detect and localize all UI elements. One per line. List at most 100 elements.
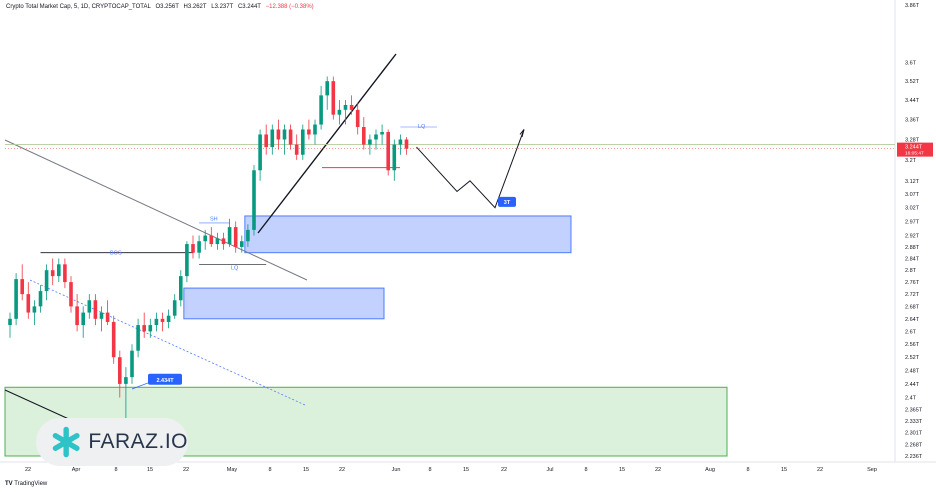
chart-header: Crypto Total Market Cap, 5, 1D, CRYPTOCA… (6, 4, 317, 10)
y-tick-label: 2.44T (905, 382, 920, 388)
y-tick-label: 2.72T (905, 292, 920, 298)
y-tick-label: 2.333T (905, 419, 923, 425)
y-tick-label: 3.6T (905, 61, 917, 67)
y-tick-label: 2.365T (905, 408, 923, 414)
candle-body (301, 129, 305, 155)
y-tick-label: 2.64T (905, 317, 920, 323)
candle-body (349, 104, 354, 110)
candle-body (343, 104, 348, 110)
candle-body (337, 109, 342, 115)
candle-body (38, 291, 43, 307)
candle-body (44, 270, 49, 292)
x-tick-label: May (227, 467, 238, 473)
candle-body (26, 294, 31, 313)
candle-body (124, 377, 128, 384)
candle-body (111, 321, 116, 358)
candle-body (392, 144, 397, 171)
candle-body (294, 144, 299, 155)
candle-body (374, 134, 378, 140)
trendline-down (4, 139, 308, 281)
bos-label: BOS (110, 251, 122, 257)
y-tick-label: 2.84T (905, 256, 920, 262)
candle-body (197, 241, 201, 253)
y-tick-label: 3.07T (905, 192, 920, 198)
candle-body (258, 134, 262, 171)
candle-body (203, 235, 207, 242)
x-tick-label: 15 (303, 467, 309, 473)
price-tag-countdown: 16:05:47 (905, 151, 924, 157)
y-tick-label: 3.2T (905, 158, 917, 164)
x-tick-label: 8 (746, 467, 749, 473)
y-tick-label: 2.88T (905, 245, 920, 251)
y-tick-label: 3.52T (905, 79, 920, 85)
candle-body (148, 325, 153, 332)
candle-body (105, 312, 110, 322)
y-tick-label: 2.68T (905, 304, 920, 310)
candle-body (209, 235, 214, 245)
y-tick-label: 2.48T (905, 368, 920, 374)
ohlc-low: L3.237T (211, 4, 234, 10)
candle-body (325, 81, 329, 96)
candle-body (130, 350, 134, 378)
candle-body (75, 306, 79, 326)
candle-body (227, 227, 232, 245)
candle-body (160, 318, 165, 322)
target-badge (498, 196, 516, 207)
x-tick-label: 22 (655, 467, 661, 473)
candle-body (288, 129, 293, 145)
lq-high-label: LQ (418, 124, 426, 130)
candle-body (319, 95, 323, 125)
asterisk-logo-icon (52, 426, 80, 458)
x-tick-label: 8 (268, 467, 271, 473)
candle-body (172, 300, 177, 316)
x-tick-label: Sep (867, 467, 877, 473)
candle-body (136, 325, 140, 351)
target-label: 3T (504, 200, 511, 206)
candle-body (282, 129, 287, 140)
y-tick-label: 2.76T (905, 280, 920, 286)
x-tick-label: 22 (183, 467, 189, 473)
x-tick-label: Apr (72, 467, 81, 473)
y-tick-label: 3.36T (905, 118, 920, 124)
candle-body (57, 264, 61, 277)
price-tag (897, 142, 933, 157)
y-tick-label: 3.28T (905, 137, 920, 143)
tradingview-text: TradingView (14, 481, 48, 487)
candle-body (380, 131, 384, 135)
candle-body (368, 139, 372, 145)
ohlc-close: C3.244T (237, 4, 261, 10)
x-tick-label: 15 (147, 467, 153, 473)
x-tick-label: 22 (25, 467, 31, 473)
y-tick-label: 3.02T (905, 206, 920, 212)
candle-body (362, 127, 366, 145)
faraz-logo-text: FARAZ.IO (88, 430, 188, 453)
x-tick-label: 22 (339, 467, 345, 473)
projection-arrowhead (519, 129, 525, 138)
x-tick-label: 15 (781, 467, 787, 473)
y-tick-label: 3.12T (905, 179, 920, 185)
candle-body (270, 129, 275, 148)
candle-body (240, 241, 244, 247)
supply-demand-zone-blue (244, 215, 572, 254)
x-tick-label: 8 (114, 467, 117, 473)
candle-body (264, 134, 268, 148)
candle-body (313, 124, 317, 135)
y-tick-label: 3.86T (905, 3, 920, 9)
tv-icon: TV (5, 481, 13, 487)
y-tick-label: 2.97T (905, 220, 920, 226)
trendline-up (257, 53, 397, 234)
low-badge (148, 373, 182, 385)
y-tick-label: 2.236T (905, 454, 923, 460)
candle-body (331, 81, 336, 115)
x-tick-label: Aug (705, 467, 715, 473)
faraz-logo: FARAZ.IO (36, 418, 188, 466)
candle-body (185, 244, 189, 277)
x-tick-label: Jun (392, 467, 401, 473)
x-tick-label: 22 (501, 467, 507, 473)
candle-body (355, 109, 360, 128)
candle-body (386, 131, 390, 171)
candle-body (69, 282, 73, 307)
y-tick-label: 2.301T (905, 430, 923, 436)
x-tick-label: 8 (428, 467, 431, 473)
candle-body (221, 238, 226, 245)
